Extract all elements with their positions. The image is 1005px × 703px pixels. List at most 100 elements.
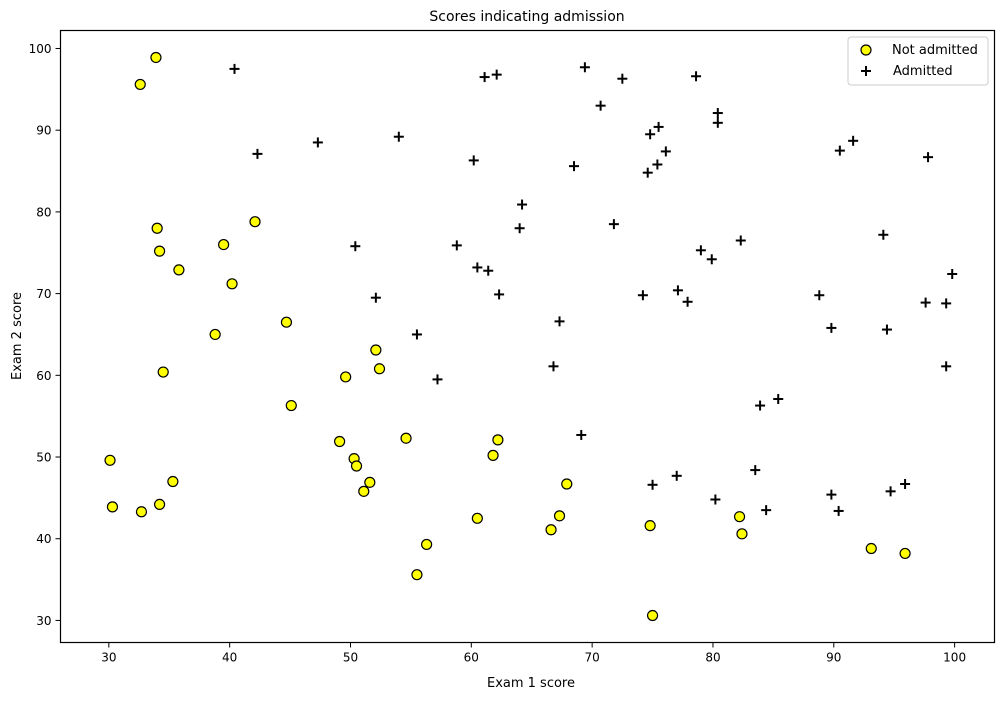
- circle-marker: [153, 245, 166, 257]
- plus-marker: [941, 361, 952, 372]
- circle-marker: [350, 460, 363, 472]
- circle-marker: [151, 222, 163, 234]
- y-tick-label: 50: [36, 451, 51, 465]
- plus-marker: [706, 254, 717, 265]
- plus-marker: [393, 131, 404, 142]
- plus-marker: [848, 135, 859, 146]
- circle-marker: [492, 434, 504, 446]
- circle-marker: [226, 278, 238, 290]
- circle-marker: [209, 328, 221, 341]
- circle-marker: [644, 520, 656, 532]
- circle-marker: [334, 435, 346, 448]
- circle-marker: [358, 485, 370, 497]
- plus-marker: [229, 63, 240, 74]
- circle-marker: [153, 498, 166, 511]
- y-axis-ticks: 30 40 50 60 70 80 90 100: [29, 42, 61, 628]
- plus-marker: [252, 148, 263, 159]
- x-tick-label: 90: [826, 651, 841, 665]
- plus-marker: [773, 394, 784, 405]
- plus-marker: [579, 62, 590, 73]
- plus-marker: [652, 159, 663, 170]
- plus-marker: [660, 146, 671, 157]
- plus-marker: [350, 241, 361, 252]
- plus-marker: [834, 145, 845, 156]
- circle-marker: [104, 454, 116, 466]
- circle-marker: [150, 51, 162, 64]
- circle-marker: [411, 569, 423, 581]
- plus-marker: [878, 229, 889, 240]
- y-axis-label: Exam 2 score: [10, 292, 25, 380]
- y-tick-label: 60: [36, 369, 51, 383]
- plus-marker: [653, 121, 664, 132]
- plus-marker: [432, 374, 443, 385]
- x-tick-label: 50: [343, 651, 358, 665]
- circle-marker: [553, 510, 566, 522]
- plus-marker: [710, 494, 721, 505]
- plot-area-frame: [59, 29, 996, 644]
- plus-marker: [671, 470, 682, 481]
- plus-marker: [691, 71, 702, 82]
- plus-marker: [750, 465, 761, 476]
- plus-marker: [617, 73, 628, 84]
- y-tick-label: 100: [29, 42, 52, 56]
- plus-marker: [735, 235, 746, 246]
- legend-circle-marker-icon: [860, 44, 872, 56]
- plus-marker: [647, 479, 658, 490]
- circle-marker: [106, 501, 119, 513]
- plus-marker: [826, 322, 837, 333]
- circle-marker: [733, 511, 746, 523]
- plus-marker: [483, 265, 494, 276]
- plus-marker: [312, 137, 323, 148]
- plus-marker: [826, 489, 837, 500]
- circle-marker: [646, 609, 659, 622]
- circle-marker: [280, 316, 293, 328]
- y-tick-label: 90: [36, 124, 51, 138]
- plus-marker: [712, 108, 723, 119]
- plus-marker: [370, 292, 381, 303]
- circle-marker: [157, 366, 169, 378]
- circle-marker: [173, 264, 185, 276]
- plus-marker: [941, 298, 952, 309]
- y-tick-label: 80: [36, 205, 51, 219]
- plus-marker: [645, 129, 656, 140]
- circle-marker: [167, 475, 179, 488]
- chart-title: Scores indicating admission: [429, 9, 624, 25]
- plus-marker: [608, 219, 619, 230]
- plus-marker: [682, 296, 693, 307]
- plus-marker: [814, 290, 825, 301]
- plus-marker: [712, 117, 723, 128]
- legend-box: [847, 36, 989, 86]
- plus-marker: [947, 268, 958, 279]
- plus-marker: [672, 285, 683, 296]
- plus-marker: [548, 361, 559, 372]
- plus-marker: [479, 72, 490, 83]
- x-tick-label: 100: [943, 651, 966, 665]
- y-tick-label: 30: [36, 614, 51, 628]
- circle-marker: [218, 238, 230, 251]
- circle-marker: [561, 478, 573, 490]
- plus-marker: [833, 505, 844, 516]
- x-axis-ticks: 30 40 50 60 70 80 90 100: [101, 642, 966, 665]
- plus-marker: [755, 400, 766, 411]
- plus-marker: [472, 262, 483, 273]
- plus-marker: [900, 478, 911, 489]
- x-tick-label: 30: [101, 651, 116, 665]
- circle-marker: [899, 547, 911, 560]
- y-tick-label: 70: [36, 287, 51, 301]
- circle-marker: [487, 449, 499, 461]
- data-points: [104, 51, 958, 622]
- circle-marker: [373, 363, 386, 375]
- plus-marker: [642, 167, 653, 178]
- circle-marker: [400, 432, 412, 444]
- x-tick-label: 60: [464, 651, 479, 665]
- plus-marker: [554, 316, 565, 327]
- circle-marker: [134, 78, 146, 91]
- plus-marker: [514, 223, 525, 234]
- circle-marker: [471, 512, 483, 524]
- plus-marker: [761, 505, 772, 516]
- legend-plus-marker-icon: [861, 66, 871, 76]
- circle-marker: [736, 528, 748, 540]
- plus-marker: [411, 329, 422, 340]
- plus-marker: [517, 199, 528, 210]
- circle-marker: [285, 399, 297, 412]
